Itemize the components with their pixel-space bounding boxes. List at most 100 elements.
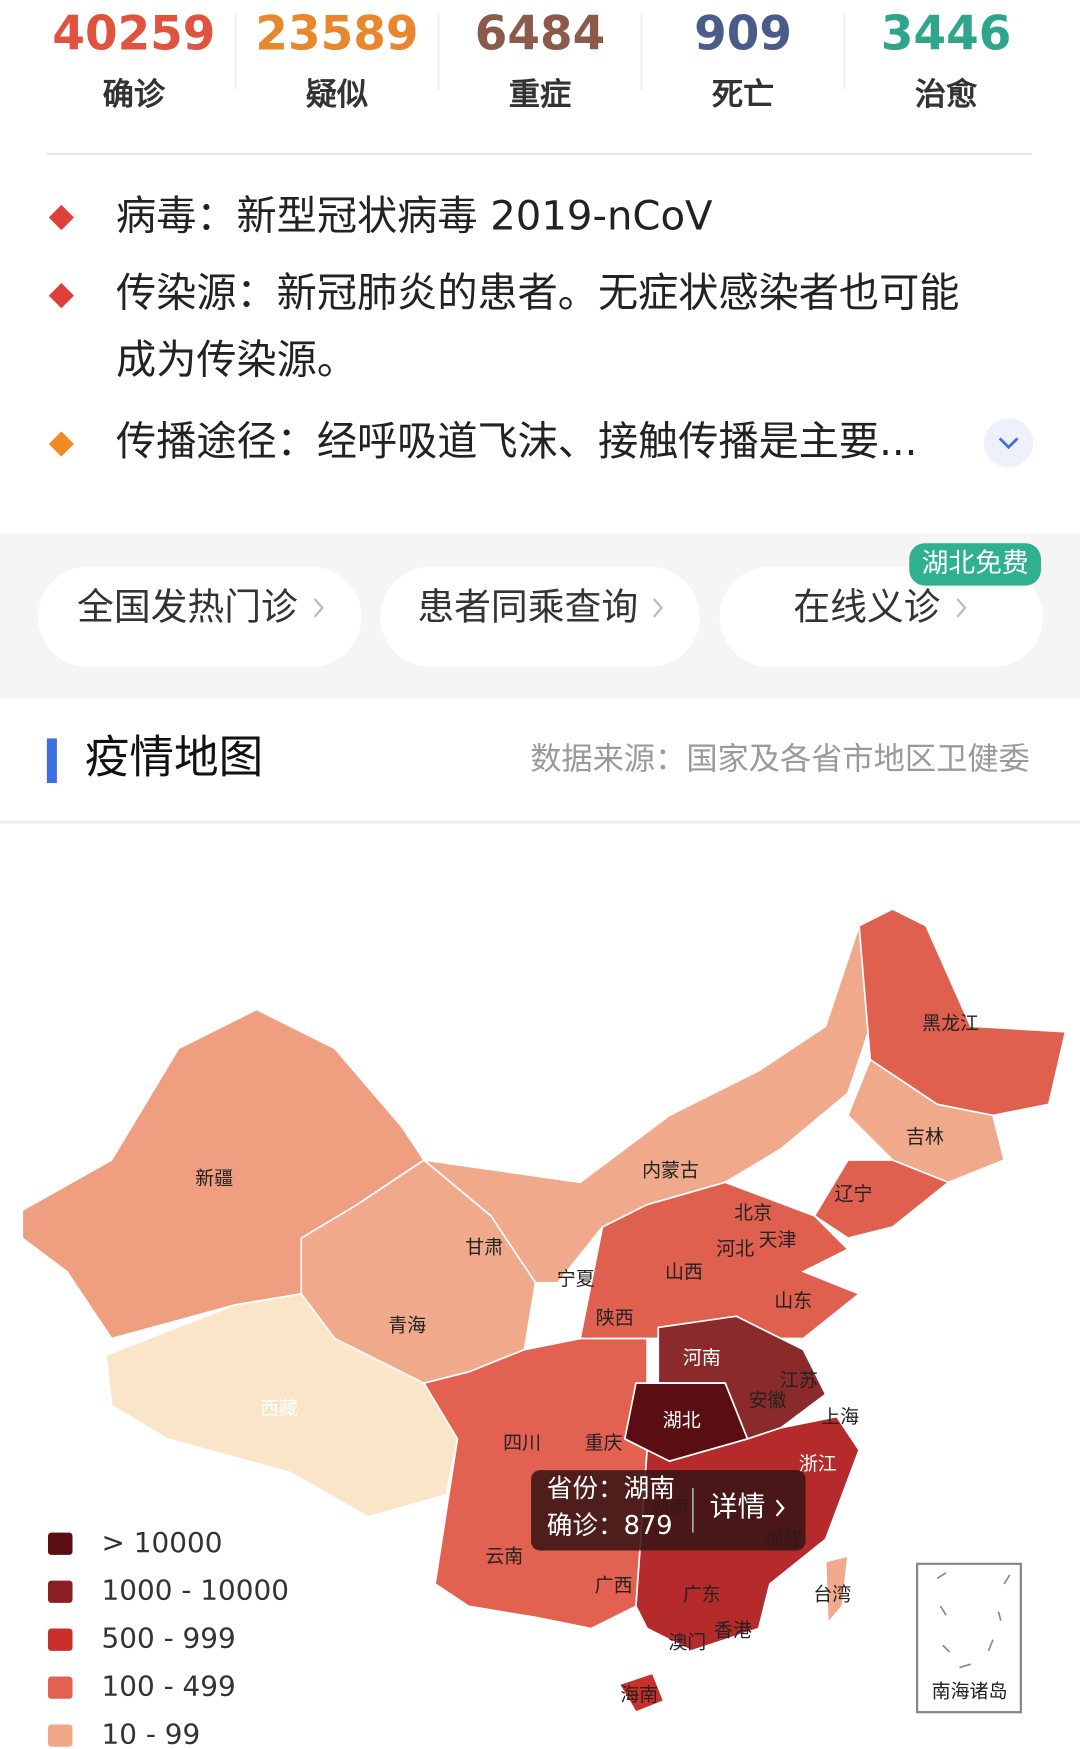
legend-label: 1000 - 10000 bbox=[102, 1574, 289, 1607]
chevron bbox=[313, 598, 324, 618]
province-label: 西藏 bbox=[260, 1397, 298, 1419]
legend-label: 100 - 499 bbox=[102, 1670, 236, 1703]
legend-swatch bbox=[47, 1532, 73, 1555]
chevron bbox=[652, 598, 664, 618]
tooltip-value: 879 bbox=[624, 1511, 673, 1541]
info-list: 病毒：新型冠状病毒 2019-nCoV 传染源：新冠肺炎的患者。无症状感染者也可… bbox=[48, 194, 1034, 468]
province-label: 青海 bbox=[388, 1315, 426, 1337]
inset: 南海诸岛 bbox=[915, 1562, 1022, 1714]
region bbox=[846, 1058, 1006, 1184]
inset-islands bbox=[936, 1572, 1011, 1669]
legend-label: 500 - 999 bbox=[102, 1622, 236, 1655]
province-label: 山东 bbox=[774, 1290, 812, 1312]
info-text: 成为传染源。 bbox=[116, 338, 357, 384]
province-label: 浙江 bbox=[799, 1453, 837, 1475]
stat-label: 疑似 bbox=[306, 77, 368, 113]
tooltip-key: 确诊： bbox=[547, 1511, 624, 1541]
inset-frame bbox=[915, 1562, 1022, 1714]
stat-value: 3446 bbox=[881, 7, 1011, 61]
chevron bbox=[998, 437, 1019, 450]
stat-value: 6484 bbox=[475, 7, 605, 61]
province-label: 香港 bbox=[714, 1619, 752, 1641]
stat-label: 重症 bbox=[509, 77, 571, 113]
region bbox=[617, 1672, 665, 1714]
province-label: 江苏 bbox=[780, 1369, 818, 1391]
badge bbox=[909, 543, 1041, 586]
tooltip-value: 湖南 bbox=[624, 1474, 675, 1504]
stats-row: 40259 确诊 23589 疑似 6484 重症 909 死亡 3446 治愈 bbox=[52, 7, 1011, 113]
section-marker bbox=[46, 738, 57, 784]
legend-swatch bbox=[47, 1676, 73, 1699]
tooltip-detail[interactable]: 详情 bbox=[710, 1490, 785, 1523]
expand-button[interactable] bbox=[984, 418, 1034, 468]
stat-value: 909 bbox=[694, 7, 792, 61]
stat-value: 40259 bbox=[52, 7, 215, 61]
province-label: 广东 bbox=[683, 1584, 721, 1606]
tooltip-confirmed: 确诊：879 bbox=[547, 1511, 673, 1541]
tooltip-province: 省份：湖南 bbox=[547, 1474, 675, 1504]
expand-bg[interactable] bbox=[984, 418, 1034, 468]
legend-swatch bbox=[47, 1724, 73, 1747]
section-source: 数据来源：国家及各省市地区卫健委 bbox=[530, 742, 1030, 778]
button-bg[interactable] bbox=[37, 566, 362, 668]
button-bg[interactable] bbox=[719, 566, 1044, 668]
province-label: 新疆 bbox=[195, 1168, 233, 1190]
stat-label: 确诊 bbox=[103, 77, 166, 113]
legend: > 10000 1000 - 10000 500 - 999 100 - 499 10 … bbox=[47, 1526, 289, 1749]
province-label: 黑龙江 bbox=[922, 1012, 979, 1034]
info-text: 传播途径：经呼吸道飞沫、接触传播是主要... bbox=[116, 419, 917, 465]
province-label: 重庆 bbox=[585, 1432, 623, 1454]
province-label: 陕西 bbox=[596, 1307, 634, 1329]
stat-value: 23589 bbox=[255, 7, 418, 61]
stat-label: 死亡 bbox=[712, 77, 774, 113]
province-label: 四川 bbox=[503, 1432, 541, 1454]
province-label: 内蒙古 bbox=[642, 1160, 699, 1182]
province-label: 海南 bbox=[620, 1684, 658, 1706]
button[interactable]: 在线义诊 湖北免费 bbox=[719, 543, 1044, 668]
tooltip-bg bbox=[531, 1470, 806, 1551]
legend-swatch bbox=[47, 1580, 73, 1603]
badge-label: 湖北免费 bbox=[922, 548, 1029, 579]
button-label[interactable]: 患者同乘查询 bbox=[417, 586, 638, 629]
button-label[interactable]: 在线义诊 bbox=[793, 586, 940, 629]
tooltip-key: 省份： bbox=[547, 1474, 624, 1504]
region bbox=[105, 1292, 459, 1518]
stat-label: 治愈 bbox=[915, 77, 978, 113]
province-label: 宁夏 bbox=[557, 1268, 595, 1290]
province-label: 云南 bbox=[485, 1546, 523, 1568]
legend-swatch bbox=[47, 1628, 73, 1651]
chevron bbox=[775, 1499, 785, 1517]
legend-label: > 10000 bbox=[102, 1526, 223, 1559]
button[interactable]: 患者同乘查询 bbox=[380, 566, 700, 668]
province-label: 吉林 bbox=[906, 1126, 944, 1148]
info-text: 传染源：新冠肺炎的患者。无症状感染者也可能 bbox=[116, 271, 959, 317]
chevron bbox=[956, 598, 967, 618]
province-label: 甘肃 bbox=[465, 1237, 503, 1259]
province-label: 湖北 bbox=[663, 1410, 701, 1432]
province-label: 广西 bbox=[595, 1575, 633, 1597]
province-label: 天津 bbox=[759, 1229, 797, 1251]
province-label: 台湾 bbox=[813, 1584, 851, 1606]
region bbox=[824, 1554, 849, 1626]
province-label: 山西 bbox=[665, 1261, 703, 1283]
province-label: 北京 bbox=[734, 1202, 772, 1224]
info-text: 病毒：新型冠状病毒 2019-nCoV bbox=[116, 194, 713, 240]
button-label[interactable]: 全国发热门诊 bbox=[77, 586, 298, 629]
province-label: 河北 bbox=[716, 1238, 754, 1260]
province-label: 河南 bbox=[683, 1347, 721, 1369]
inset-label: 南海诸岛 bbox=[932, 1681, 1008, 1703]
province-label: 澳门 bbox=[668, 1632, 706, 1654]
province-label: 安徽 bbox=[749, 1389, 787, 1411]
legend-label: 10 - 99 bbox=[102, 1718, 201, 1749]
button[interactable]: 全国发热门诊 bbox=[37, 566, 362, 668]
province-label: 上海 bbox=[821, 1406, 859, 1428]
tooltip: 省份：湖南 确诊：879 详情 bbox=[531, 1470, 806, 1551]
detail-link[interactable]: 详情 bbox=[710, 1490, 766, 1523]
section-title: 疫情地图 bbox=[85, 732, 263, 784]
button-bg[interactable] bbox=[380, 566, 700, 668]
province-label: 辽宁 bbox=[835, 1183, 873, 1205]
